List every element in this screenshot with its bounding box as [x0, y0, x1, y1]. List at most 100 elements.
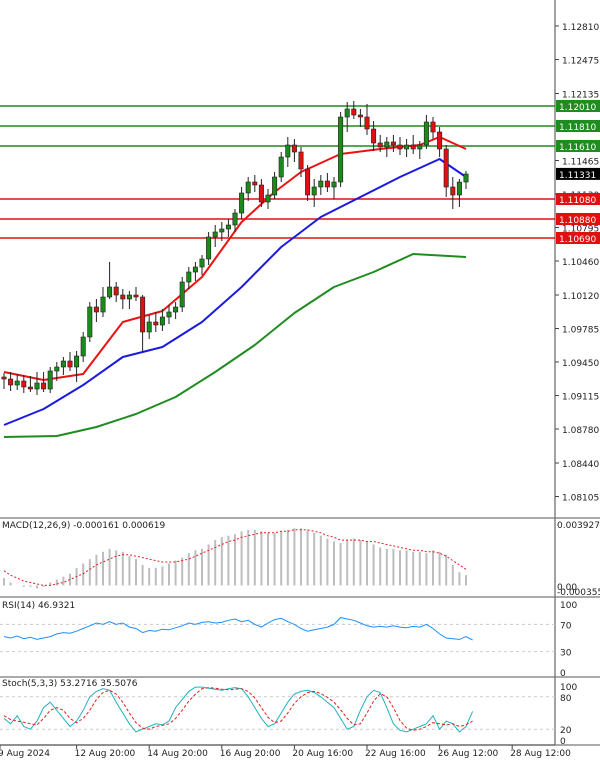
- candle-body: [357, 114, 363, 118]
- candle: [126, 291, 132, 309]
- y-tick-label: 1.10795: [562, 225, 599, 235]
- macd-signal-line: [3, 529, 467, 586]
- candle: [140, 295, 146, 352]
- candle-body: [93, 306, 99, 313]
- candle: [100, 287, 106, 317]
- macd-tick-label: 0.00: [557, 583, 577, 593]
- candle-body: [377, 142, 383, 148]
- candle-body: [8, 378, 14, 386]
- candle-body: [384, 141, 390, 148]
- price-level-label: 1.11610: [559, 143, 596, 153]
- macd-tick-label: -0.000355: [557, 588, 600, 598]
- x-tick-label: 12 Aug 20:00: [75, 749, 136, 759]
- candle-body: [100, 296, 106, 313]
- candle-body: [305, 168, 311, 196]
- candle-body: [225, 224, 231, 230]
- candle-body: [146, 321, 152, 333]
- candle: [1, 373, 7, 389]
- candle-body: [186, 271, 192, 283]
- candle-body: [80, 336, 86, 357]
- price-level-label: 1.11810: [559, 123, 596, 133]
- current-price-tag: [556, 167, 600, 180]
- candle: [153, 312, 159, 332]
- candle-body: [173, 306, 179, 313]
- candle: [318, 175, 324, 195]
- rsi-tick-label: 70: [560, 621, 572, 631]
- candle: [258, 179, 264, 207]
- candle-body: [153, 321, 159, 326]
- candle-body: [159, 316, 165, 326]
- stoch-k-line: [3, 686, 474, 733]
- candle-body: [179, 281, 185, 308]
- candle-body: [47, 370, 53, 390]
- candle-body: [34, 382, 40, 390]
- candle: [67, 352, 73, 371]
- candle: [219, 222, 225, 241]
- candle: [456, 179, 462, 207]
- candle: [232, 209, 238, 232]
- candle-body: [285, 144, 291, 158]
- candle-body: [166, 311, 172, 318]
- candle-body: [298, 151, 304, 170]
- price-level-tag: [556, 232, 600, 244]
- candle-body: [107, 286, 113, 298]
- candle-body: [272, 176, 278, 196]
- candle: [371, 121, 377, 151]
- candle: [450, 177, 456, 209]
- current-price-label: 1.11331: [559, 171, 596, 181]
- y-tick-label: 1.12135: [562, 91, 599, 101]
- candle: [278, 152, 284, 182]
- stoch-d-line: [3, 687, 473, 731]
- candle: [74, 351, 80, 382]
- candle-body: [331, 181, 337, 188]
- candle-body: [113, 286, 119, 296]
- price-level-label: 1.10690: [559, 235, 596, 245]
- candle: [8, 372, 14, 391]
- candle-body: [126, 294, 132, 300]
- candle: [384, 137, 390, 157]
- candle-body: [463, 173, 469, 183]
- stoch-tick-label: 20: [560, 726, 572, 736]
- x-tick-label: 20 Aug 16:00: [292, 749, 353, 759]
- moving-averages: [3, 136, 467, 438]
- rsi-tick-label: 100: [560, 601, 577, 611]
- y-tick-label: 1.10120: [562, 292, 599, 302]
- candle: [443, 145, 449, 197]
- candle: [311, 179, 317, 207]
- candle-body: [252, 181, 258, 186]
- candle: [60, 357, 66, 375]
- x-tick-label: 16 Aug 20:00: [220, 749, 281, 759]
- candle-body: [27, 386, 33, 390]
- rsi-panel: RSI(14) 46.9321 100 70 30 0: [0, 601, 577, 679]
- candle-body: [324, 180, 330, 188]
- candle: [93, 299, 99, 322]
- candle-body: [54, 366, 60, 372]
- candle-body: [87, 306, 93, 338]
- candle-body: [140, 296, 146, 333]
- y-tick-label: 1.09785: [562, 326, 599, 336]
- y-tick-label: 1.11465: [562, 158, 599, 168]
- candle: [285, 137, 291, 167]
- candle-body: [443, 148, 449, 188]
- ma-line-slow: [3, 253, 467, 438]
- candle-body: [120, 294, 126, 300]
- candle-body: [239, 192, 245, 214]
- candle: [27, 376, 33, 392]
- x-tick-label: 26 Aug 12:00: [438, 749, 499, 759]
- candle: [437, 127, 443, 157]
- candle-body: [74, 355, 80, 368]
- candle-body: [258, 184, 264, 203]
- candle: [239, 187, 245, 219]
- candle-body: [41, 382, 47, 390]
- price-level-tag: [556, 140, 600, 152]
- candle: [192, 262, 198, 281]
- rsi-label: RSI(14) 46.9321: [2, 601, 75, 611]
- candle-body: [397, 144, 403, 150]
- candle-body: [291, 144, 297, 153]
- price-level-label: 1.10880: [559, 216, 596, 226]
- candle-body: [232, 212, 238, 226]
- candle-body: [199, 258, 205, 268]
- candle-body: [437, 131, 443, 150]
